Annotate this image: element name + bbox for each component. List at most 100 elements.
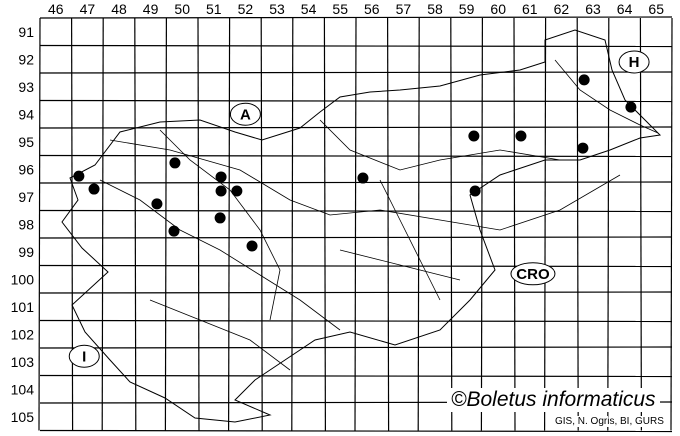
grid-line-vertical (134, 17, 137, 431)
record-dot (469, 185, 481, 197)
column-label: 53 (269, 1, 285, 17)
record-dot (214, 212, 226, 224)
record-dot (468, 130, 480, 142)
row-label: 91 (18, 24, 34, 40)
country-label-oval (68, 344, 100, 368)
row-label: 98 (18, 216, 34, 232)
country-label-oval (229, 102, 261, 126)
country-border (61, 29, 662, 423)
grid-line-vertical (576, 17, 579, 431)
grid-line-horizontal (39, 16, 673, 19)
rivers (99, 59, 659, 371)
row-label: 96 (18, 161, 34, 177)
column-label: 56 (364, 1, 380, 17)
grid-line-horizontal (39, 181, 673, 184)
grid-line-horizontal (39, 429, 673, 433)
record-dot (231, 185, 243, 197)
record-dot (625, 101, 637, 113)
grid-line-vertical (513, 17, 516, 431)
column-label: 65 (648, 1, 664, 17)
record-dot (215, 185, 227, 197)
column-label: 61 (522, 1, 538, 17)
grid-line-vertical (607, 17, 610, 431)
grid-line-horizontal (39, 291, 673, 294)
grid-line-horizontal (39, 319, 673, 323)
column-label: 51 (206, 1, 222, 17)
record-dot (357, 172, 369, 184)
grid-line-vertical (260, 17, 263, 431)
grid-line-horizontal (39, 126, 673, 129)
country-label: A (240, 106, 251, 123)
column-label: 50 (174, 1, 190, 17)
grid-line-horizontal (39, 44, 673, 48)
row-label: 104 (11, 381, 35, 397)
column-label: 63 (585, 1, 601, 17)
row-label: 101 (11, 299, 35, 315)
row-label: 102 (11, 326, 35, 342)
record-dot (169, 157, 181, 169)
column-label: 55 (332, 1, 348, 17)
grid-line-vertical (38, 17, 41, 431)
row-label: 105 (11, 409, 35, 425)
row-label: 100 (11, 271, 35, 287)
column-label: 60 (490, 1, 506, 17)
column-label: 57 (396, 1, 412, 17)
grid-line-vertical (354, 17, 357, 431)
country-label: CRO (516, 266, 550, 283)
grid-line-vertical (71, 17, 74, 431)
grid-line-horizontal (39, 209, 673, 213)
credit-text: GIS, N. Ogris, BI, GURS (552, 416, 667, 427)
country-label: I (82, 348, 86, 365)
grid-line-vertical (670, 17, 673, 431)
grid-line-vertical (543, 17, 547, 431)
column-label: 59 (459, 1, 475, 17)
column-label: 54 (301, 1, 317, 17)
grid-lines (38, 16, 673, 433)
grid-line-vertical (387, 17, 390, 431)
record-dot (215, 171, 227, 183)
row-label: 93 (18, 79, 34, 95)
grid-line-horizontal (39, 236, 673, 239)
grid-line-horizontal (39, 71, 673, 74)
record-dot (577, 142, 589, 154)
column-label: 58 (427, 1, 443, 17)
grid-line-vertical (164, 17, 167, 431)
country-label: H (629, 54, 640, 71)
record-dot (578, 74, 590, 86)
grid-line-vertical (639, 17, 643, 431)
grid-line-horizontal (39, 99, 673, 103)
column-label: 64 (617, 1, 633, 17)
row-label: 92 (18, 51, 34, 67)
grid-line-vertical (291, 17, 294, 431)
record-dot (151, 198, 163, 210)
grid-line-vertical (450, 17, 453, 431)
record-dot (88, 183, 100, 195)
country-label-oval (618, 50, 650, 74)
grid-line-vertical (480, 17, 483, 431)
record-dot (246, 240, 258, 252)
grid-line-horizontal (39, 346, 673, 349)
column-label: 48 (111, 1, 127, 17)
row-label: 95 (18, 134, 34, 150)
record-dot (515, 130, 527, 142)
record-dot (73, 170, 85, 182)
grid-line-horizontal (39, 154, 673, 158)
row-label: 103 (11, 354, 35, 370)
record-dot (168, 225, 180, 237)
copyright-text: ©Boletus informaticus (447, 388, 660, 412)
grid-line-vertical (323, 17, 326, 431)
country-label-oval (510, 262, 556, 286)
column-label: 62 (554, 1, 570, 17)
column-label: 49 (143, 1, 159, 17)
column-label: 47 (80, 1, 96, 17)
row-label: 97 (18, 189, 34, 205)
grid-line-vertical (228, 17, 231, 431)
grid-line-vertical (101, 17, 104, 431)
grid-line-vertical (197, 17, 200, 431)
column-label: 46 (48, 1, 64, 17)
grid-line-horizontal (39, 264, 673, 268)
grid-line-vertical (417, 17, 420, 431)
row-label: 94 (18, 106, 34, 122)
